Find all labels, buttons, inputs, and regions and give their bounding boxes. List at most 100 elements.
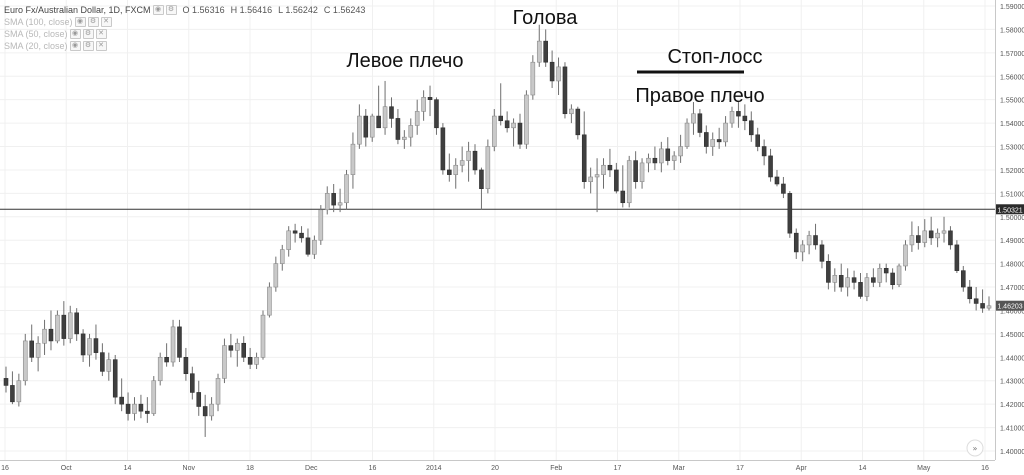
candle-body <box>781 183 786 194</box>
candle-body <box>646 157 651 164</box>
candle-body <box>55 314 60 342</box>
x-tick-label: 2014 <box>426 465 442 472</box>
candle-body <box>112 359 118 398</box>
candle-body <box>607 164 613 171</box>
candle-body <box>858 282 863 297</box>
candle-body <box>659 148 664 164</box>
support-price-tag <box>996 204 1024 215</box>
candle-body <box>832 275 838 283</box>
eye-icon[interactable]: ◉ <box>74 17 86 27</box>
candle-body <box>447 169 452 175</box>
settings-icon[interactable]: ⚙ <box>165 5 177 15</box>
candle-body <box>665 148 671 161</box>
scroll-right-button[interactable] <box>966 439 984 457</box>
candle-body <box>132 403 137 414</box>
candle-body <box>241 342 247 358</box>
settings-icon[interactable]: ⚙ <box>82 29 94 39</box>
y-tick-label: 1.50000 <box>1000 215 1024 222</box>
y-tick-label: 1.46000 <box>1000 308 1024 315</box>
candle-body <box>491 115 497 147</box>
stop-loss-annotation: Стоп-лосс <box>667 46 762 68</box>
close-icon[interactable]: ✕ <box>95 29 107 39</box>
candle-body <box>267 286 272 316</box>
candle-body <box>273 263 279 288</box>
candle-body <box>710 139 716 147</box>
candle-body <box>305 237 311 255</box>
candle-body <box>588 176 593 182</box>
candle-body <box>614 169 619 192</box>
candle-body <box>967 286 973 300</box>
candle-body <box>395 118 401 140</box>
candle-body <box>742 115 748 122</box>
candle-body <box>652 157 658 164</box>
candle-body <box>729 111 735 124</box>
candle-body <box>813 235 818 246</box>
x-tick-label: 16 <box>981 465 989 472</box>
x-tick-label: 16 <box>369 465 377 472</box>
candle-body <box>402 136 407 140</box>
indicator-row: SMA (20, close) ◉ ⚙ ✕ <box>4 40 365 52</box>
candle-body <box>459 160 465 166</box>
candle-body <box>382 106 388 129</box>
settings-icon[interactable]: ⚙ <box>87 17 99 27</box>
candle-body <box>922 230 928 243</box>
candle-body <box>80 333 86 356</box>
candle-body <box>800 244 805 253</box>
candle-body <box>427 97 433 100</box>
x-tick-label: 17 <box>614 465 622 472</box>
candle-body <box>299 232 304 239</box>
candle-body <box>196 392 202 407</box>
settings-icon[interactable]: ⚙ <box>82 41 94 51</box>
candle-body <box>511 122 516 129</box>
candle-body <box>504 120 510 129</box>
eye-icon[interactable]: ◉ <box>152 5 164 15</box>
y-tick-label: 1.55000 <box>1000 98 1024 105</box>
y-tick-label: 1.44000 <box>1000 355 1024 362</box>
y-tick-label: 1.43000 <box>1000 379 1024 386</box>
candle-body <box>903 244 908 267</box>
candle-body <box>864 277 870 297</box>
candle-body <box>318 209 324 241</box>
double-chevron-right-icon: » <box>973 444 978 453</box>
candle-body <box>222 345 227 379</box>
close-icon[interactable]: ✕ <box>100 17 112 27</box>
candle-body <box>22 340 28 382</box>
candle-body <box>569 108 574 115</box>
candle-body <box>337 202 343 206</box>
candle-body <box>787 193 793 234</box>
candle-body <box>35 342 41 358</box>
indicator-label: SMA (100, close) <box>4 17 73 27</box>
candle-body <box>190 373 195 393</box>
close-icon[interactable]: ✕ <box>95 41 107 51</box>
candle-body <box>209 403 214 417</box>
candle-body <box>890 272 895 286</box>
legend-symbol-row: Euro Fx/Australian Dollar, 1D, FXCM ◉ ⚙ … <box>4 4 365 16</box>
candle-body <box>961 270 966 288</box>
low-value: L 1.56242 <box>278 5 318 15</box>
x-tick-label: May <box>917 465 931 472</box>
candle-body <box>119 396 124 405</box>
candle-body <box>736 111 741 117</box>
candle-body <box>369 115 375 138</box>
x-tick-label: 16 <box>1 465 9 472</box>
candle-body <box>479 169 484 189</box>
y-tick-label: 1.54000 <box>1000 121 1024 128</box>
indicator-row: SMA (50, close) ◉ ⚙ ✕ <box>4 28 365 40</box>
eye-icon[interactable]: ◉ <box>69 29 81 39</box>
candle-body <box>986 305 992 309</box>
candle-body <box>498 115 504 122</box>
candle-body <box>941 230 947 234</box>
x-tick-label: 17 <box>736 465 744 472</box>
x-tick-label: Nov <box>183 465 196 472</box>
candle-body <box>633 160 638 182</box>
candle-body <box>980 303 985 309</box>
eye-icon[interactable]: ◉ <box>69 41 81 51</box>
y-tick-label: 1.41000 <box>1000 426 1024 433</box>
last-price-label: 1.46203 <box>997 304 1022 311</box>
candle-body <box>973 298 979 304</box>
candle-body <box>324 193 330 211</box>
candle-body <box>845 277 850 288</box>
candle-body <box>157 357 163 382</box>
